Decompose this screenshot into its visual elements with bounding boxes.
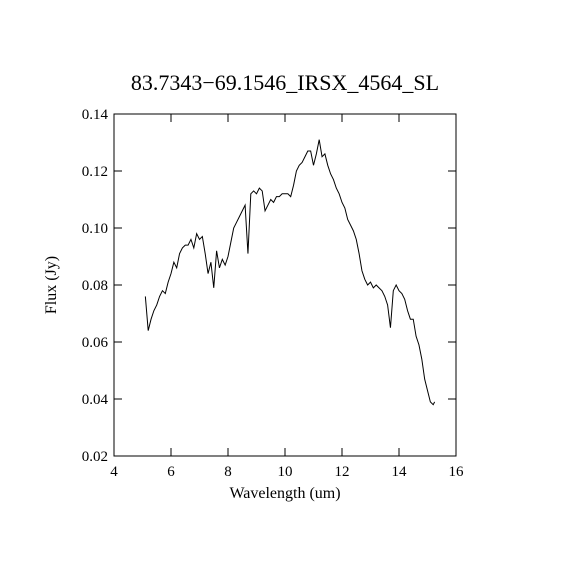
y-axis-label: Flux (Jy) bbox=[43, 256, 60, 314]
y-tick-label: 0.08 bbox=[82, 278, 108, 294]
y-tick-label: 0.12 bbox=[82, 164, 108, 180]
spectrum-line bbox=[144, 139, 436, 406]
x-tick-label: 6 bbox=[167, 464, 175, 480]
y-tick-label: 0.02 bbox=[82, 449, 108, 465]
plot-frame bbox=[113, 113, 457, 457]
x-tick-label: 14 bbox=[392, 464, 408, 480]
chart-title: 83.7343−69.1546_IRSX_4564_SL bbox=[131, 70, 439, 95]
x-tick-label: 8 bbox=[224, 464, 232, 480]
x-tick-label: 4 bbox=[110, 464, 118, 480]
y-tick-label: 0.10 bbox=[82, 221, 108, 237]
y-tick-label: 0.04 bbox=[82, 392, 109, 408]
x-tick-label: 12 bbox=[335, 464, 350, 480]
y-tick-label: 0.14 bbox=[82, 107, 109, 123]
y-tick-label: 0.06 bbox=[82, 335, 109, 351]
x-tick-label: 16 bbox=[449, 464, 465, 480]
x-tick-label: 10 bbox=[278, 464, 293, 480]
x-axis-label: Wavelength (um) bbox=[229, 485, 340, 502]
